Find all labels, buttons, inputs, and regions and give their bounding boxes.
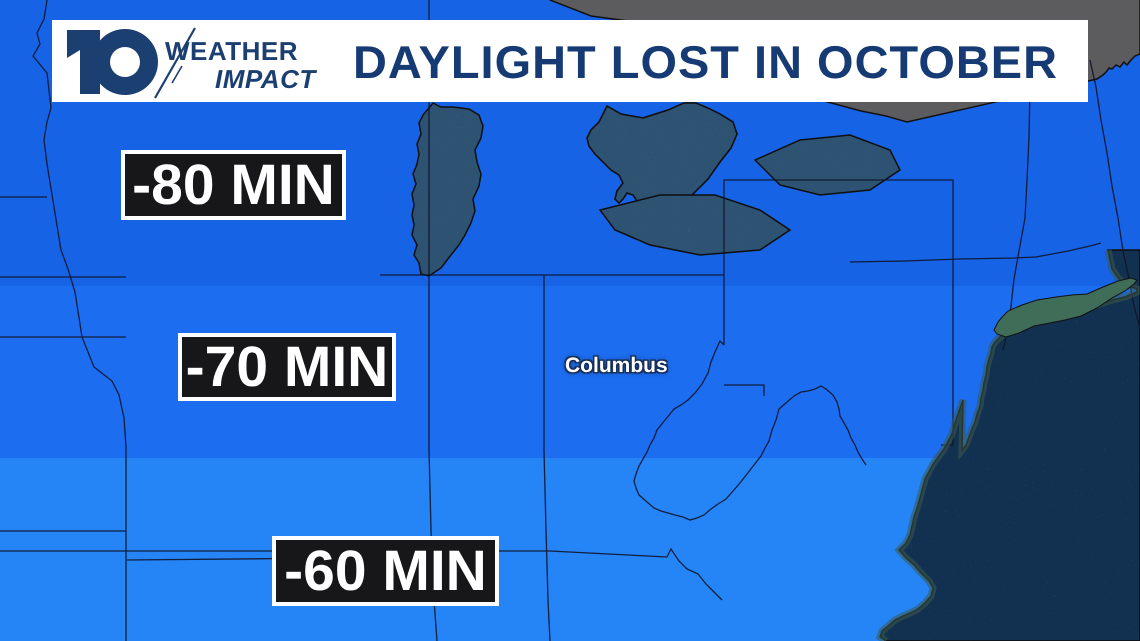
svg-text:WEATHER: WEATHER [165, 36, 298, 66]
svg-text:DAYLIGHT LOST IN OCTOBER: DAYLIGHT LOST IN OCTOBER [353, 36, 1058, 88]
svg-text:IMPACT: IMPACT [215, 64, 317, 94]
